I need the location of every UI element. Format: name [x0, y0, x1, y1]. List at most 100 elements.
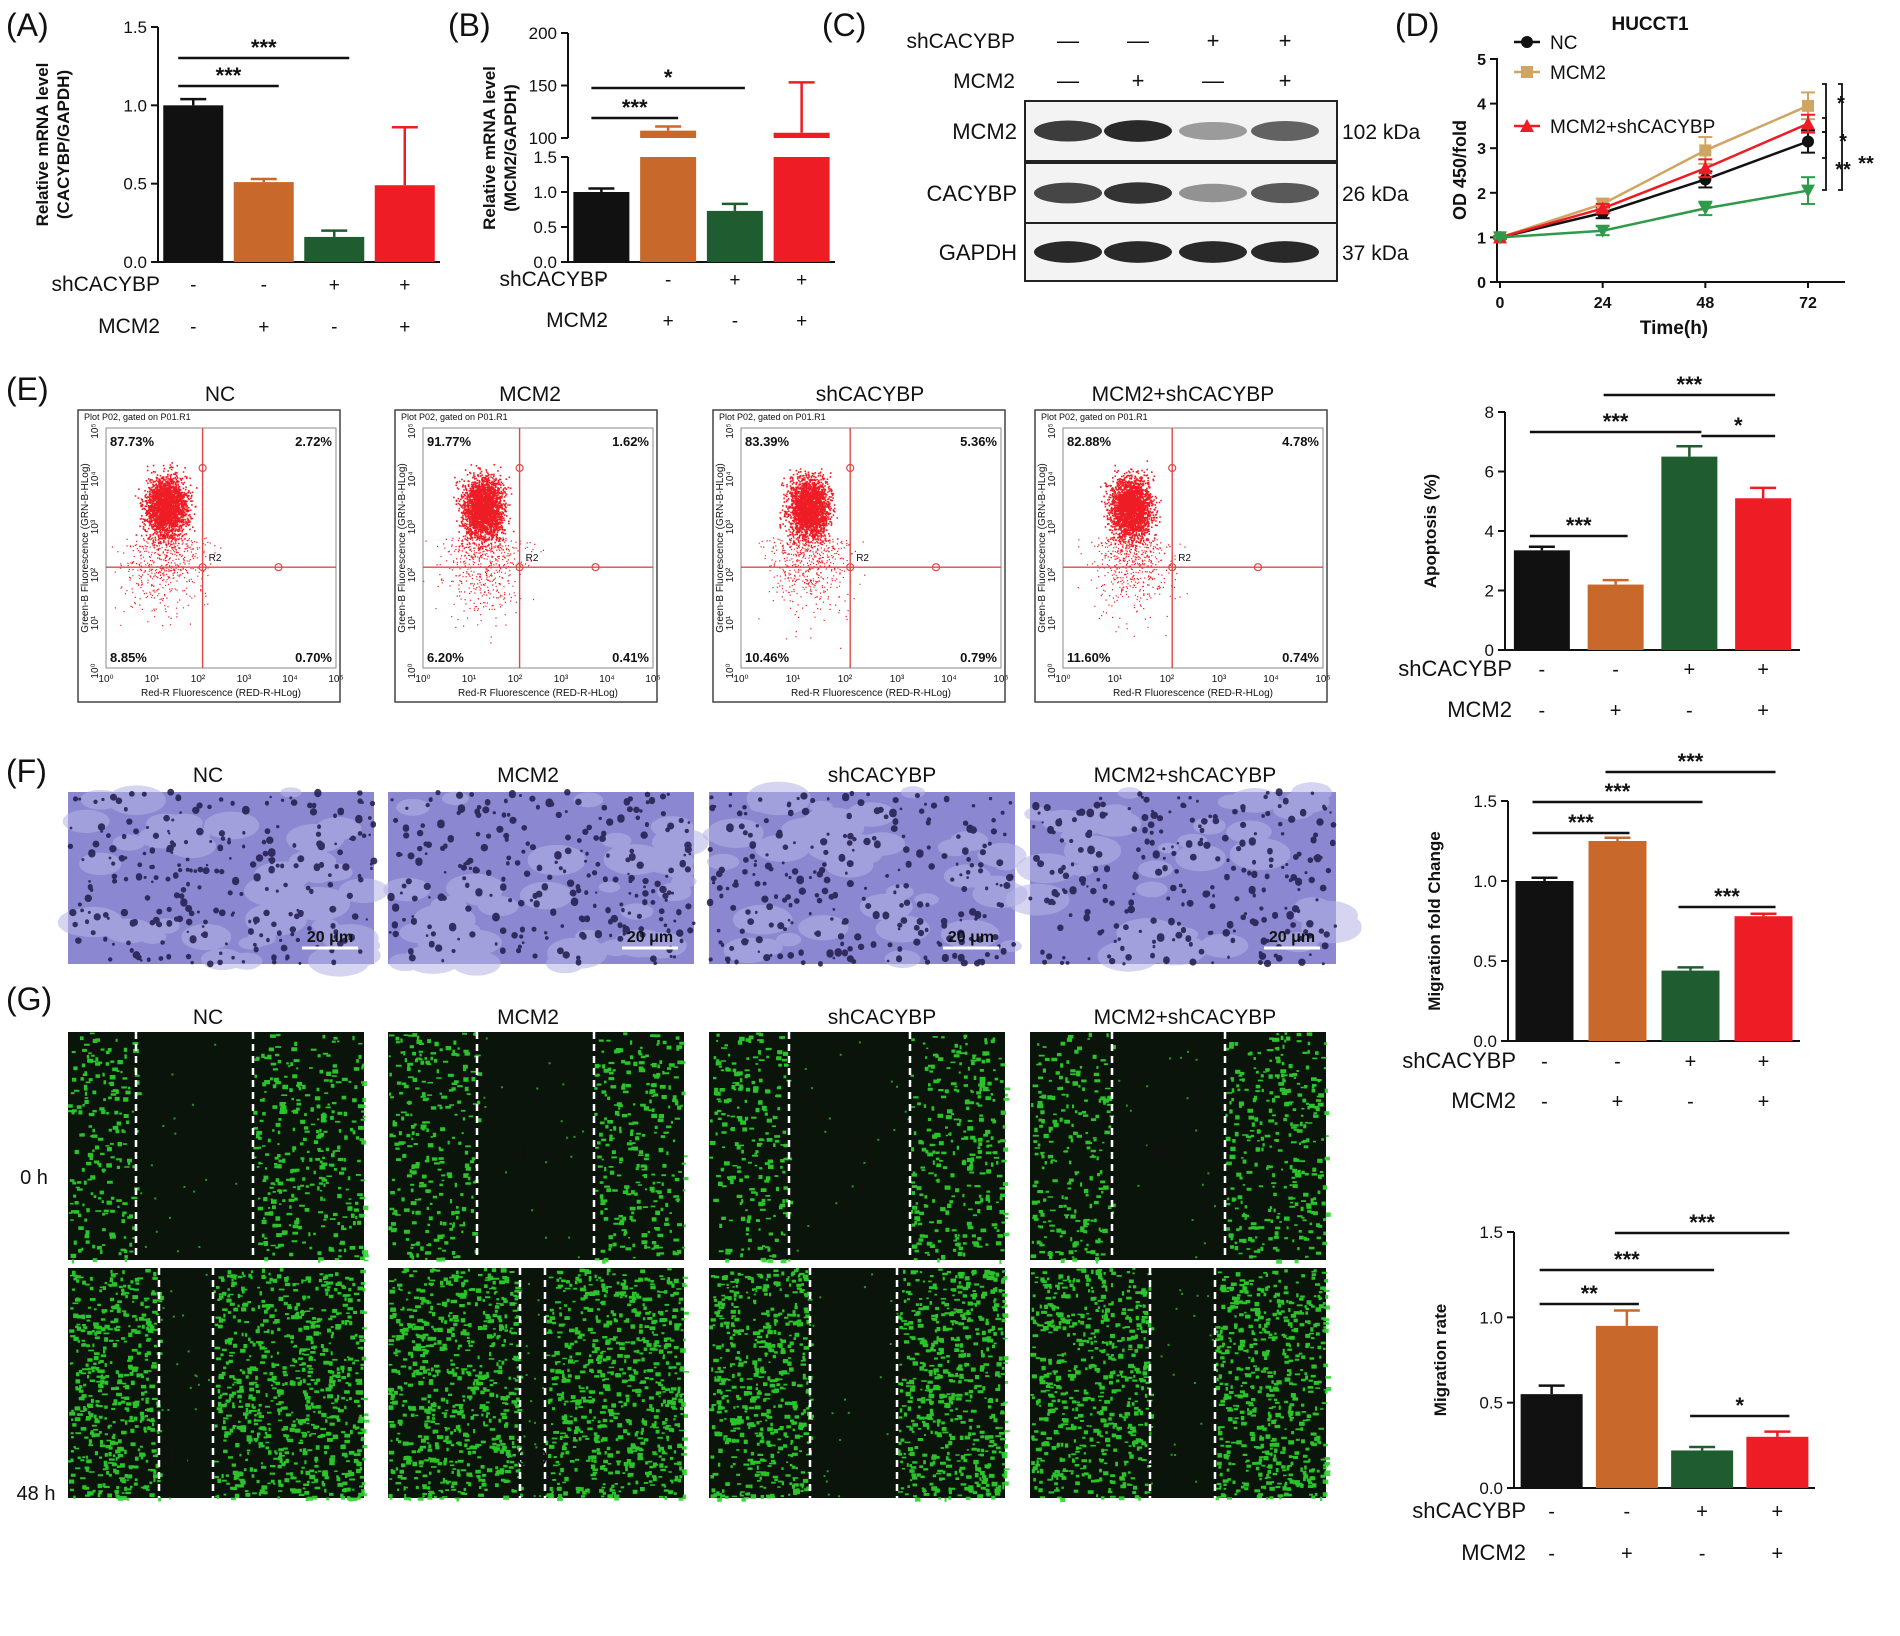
x-tick-label: 10³ [890, 674, 905, 685]
flow-plot-title: MCM2+shCACYBP [1092, 383, 1275, 406]
significance-label: *** [1614, 1247, 1640, 1272]
x-tick-label: 48 [1696, 295, 1714, 312]
y-tick-label: 0 [1477, 275, 1486, 292]
x-tick-label: 10⁴ [599, 674, 614, 685]
fluorescent-cells [709, 1268, 1010, 1502]
y-tick-label: 6 [1485, 463, 1494, 482]
significance-bracket [1822, 131, 1827, 191]
sign-sh: - [665, 270, 671, 291]
y-tick-label: 1.5 [1479, 1223, 1503, 1242]
wound-width-label: 39.6 [174, 1140, 217, 1165]
sign-mcm: - [1699, 1543, 1706, 1565]
significance-label: * [1839, 131, 1847, 153]
y-tick-label: 0.5 [1473, 952, 1497, 971]
legend-label: MCM2 [1550, 63, 1606, 84]
x-tick-label: 10⁵ [328, 674, 343, 685]
blot-protein-label: MCM2 [952, 119, 1017, 144]
sign-mcm: - [1541, 1091, 1548, 1113]
sign-mcm: + [258, 317, 269, 338]
wound-title: shCACYBP [828, 1006, 937, 1029]
y-tick-label: 10¹ [725, 615, 736, 630]
x-tick-label: 10² [1160, 674, 1175, 685]
blot-band [1034, 120, 1102, 142]
y-tick-label: 10² [1047, 567, 1058, 582]
y-axis-label: (CACYBP/GAPDH) [54, 70, 73, 219]
time-label-0h: 0 h [20, 1167, 48, 1189]
bar-nc [1520, 1394, 1583, 1488]
panel-label-g: (G) [6, 981, 52, 1017]
x-tick-label: 72 [1799, 295, 1817, 312]
gate-handle [515, 463, 524, 473]
blot-band [1104, 120, 1172, 142]
y-tick-label: 0.0 [1473, 1032, 1497, 1051]
legend-marker [1520, 119, 1534, 132]
flow-scatter-events [111, 462, 222, 627]
wound-width-label: 27.6 [1145, 1445, 1188, 1470]
x-tick-label: 10¹ [1108, 674, 1123, 685]
series-line [1499, 122, 1809, 239]
quadrant-upper-right: 1.62% [612, 434, 649, 449]
x-axis-label: Red-R Fluorescence (RED-R-HLog) [791, 688, 951, 699]
gate-handle [515, 563, 524, 572]
series-line [1499, 104, 1809, 239]
y-tick-label: 10³ [90, 519, 101, 534]
cell-stain-texture [1005, 782, 1362, 972]
flow-plot-frame [394, 409, 658, 703]
transwell-title: NC [193, 764, 223, 787]
y-tick-label: 10² [725, 567, 736, 582]
gate-label: R2 [856, 553, 869, 564]
wound-width-label: 18.9 [167, 1445, 210, 1470]
significance-label: *** [1714, 884, 1740, 909]
gate-handle [931, 563, 941, 572]
bar-mcm2 [1588, 841, 1647, 1041]
quadrant-lower-left: 8.85% [110, 650, 147, 665]
wound-width-label: 39.6 [1145, 1140, 1188, 1165]
time-label-48h: 48 h [17, 1483, 56, 1505]
y-tick-label: 1.0 [533, 183, 557, 202]
significance-label: *** [1605, 779, 1631, 804]
y-tick-label: 0.0 [123, 253, 147, 272]
sign-mcm: - [1539, 700, 1546, 722]
x-tick-label: 10⁴ [941, 674, 956, 685]
sign-sh: + [399, 275, 410, 296]
chart-title: HUCCT1 [1611, 14, 1688, 35]
gate-label: R2 [1178, 553, 1191, 564]
blot-band [1179, 241, 1247, 263]
wound-image [709, 1268, 1005, 1498]
row-label-sh: shCACYBP [499, 268, 608, 291]
flow-plot-header: Plot P02, gated on P01.R1 [1041, 412, 1148, 422]
y-tick-label: 10⁵ [1047, 423, 1058, 438]
fluorescent-cells [1030, 1032, 1331, 1264]
row-label-sh: shCACYBP [1412, 1498, 1526, 1523]
quadrant-lower-left: 11.60% [1067, 650, 1111, 665]
y-tick-label: 8 [1485, 403, 1494, 422]
row-label-mcm: MCM2 [1451, 1088, 1516, 1113]
panel-a-bar-chart: 0.0 0.5 1.0 1.5 Relative mRNA level (CACYBP/G… [33, 18, 440, 338]
legend-label: NC [1550, 33, 1577, 54]
blot-row-label-mcm: MCM2 [953, 70, 1015, 93]
wound-width-label: 40.6 [827, 1140, 870, 1165]
flow-scatter-events [423, 464, 544, 644]
blot-size-label: 37 kDa [1342, 242, 1409, 265]
y-tick-label: 5 [1477, 52, 1486, 69]
y-tick-label: 1 [1477, 230, 1486, 247]
sign-sh: + [329, 275, 340, 296]
sign-mcm: + [663, 311, 674, 332]
blot-size-label: 102 kDa [1342, 121, 1421, 144]
wound-width-label: 6.0 [517, 1445, 548, 1470]
data-point [1595, 224, 1610, 238]
panel-c-western-blot: shCACYBP — — + + MCM2 — + — + MCM2 102 kDa CACYBP 26 … [906, 28, 1421, 282]
bar [573, 192, 630, 262]
sign-sh: - [1614, 1051, 1621, 1073]
fluorescent-cells [388, 1268, 690, 1502]
gate-handle [846, 563, 855, 572]
blot-band [1104, 241, 1172, 263]
y-axis-label: Green-B Fluorescence (GRN-B-HLog) [397, 463, 408, 633]
significance-label: ** [1858, 153, 1874, 175]
panel-label-c: (C) [822, 7, 866, 43]
y-tick-label: 1.0 [1473, 872, 1497, 891]
significance-label: * [1735, 1393, 1744, 1418]
data-point [1802, 135, 1814, 148]
fluorescent-cells [709, 1032, 1011, 1265]
